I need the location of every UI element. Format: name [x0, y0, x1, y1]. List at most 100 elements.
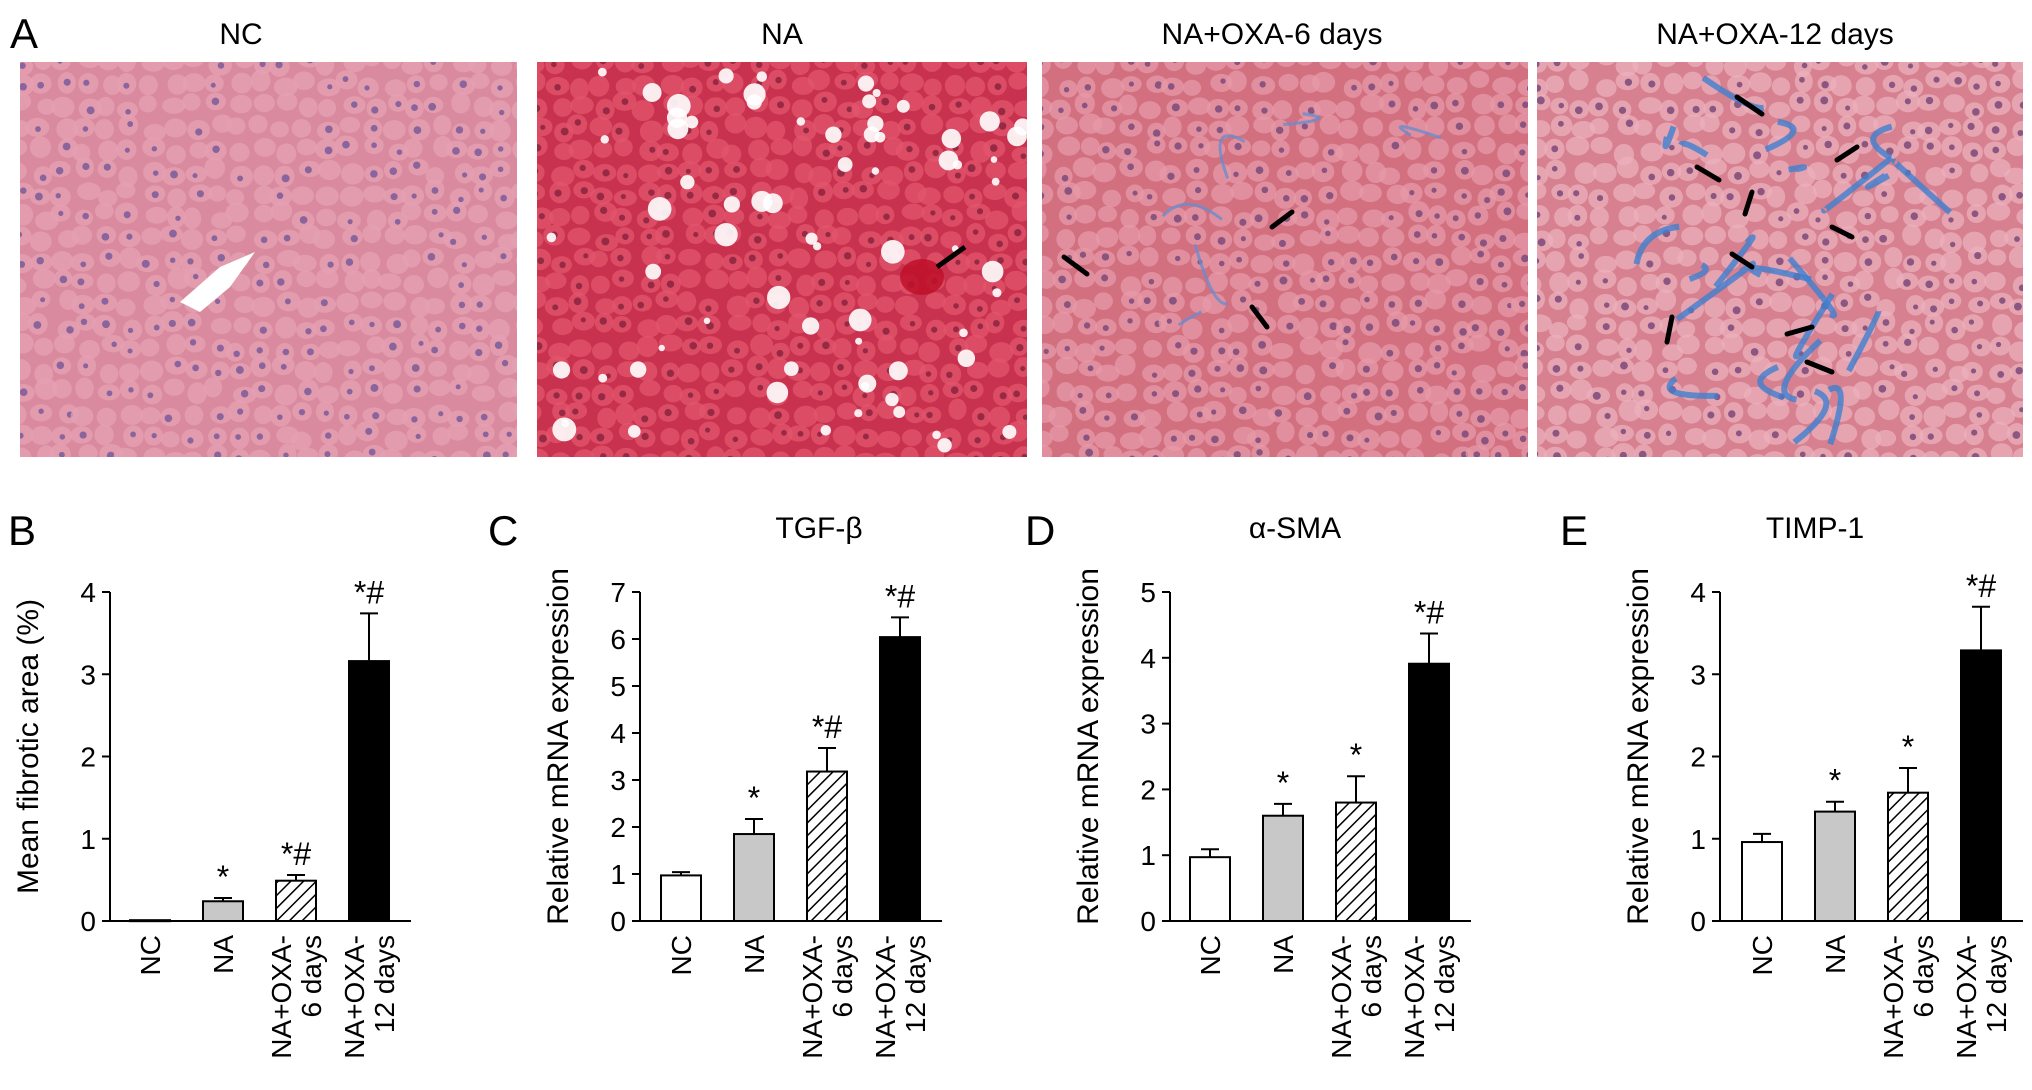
x-tick-label: NA+OXA-: [870, 935, 901, 1059]
lipid-droplet: [812, 242, 822, 251]
x-tick-label: NA+OXA-: [1878, 935, 1909, 1059]
y-tick-label: 4: [610, 718, 626, 749]
y-tick-label: 3: [610, 765, 626, 796]
hemorrhage: [900, 259, 944, 295]
collagen-fiber: [1161, 202, 1223, 221]
bar: [1814, 810, 1856, 922]
x-tick-label: NA+OXA-: [1326, 935, 1357, 1059]
lipid-droplet: [848, 308, 872, 332]
bar: [660, 874, 702, 922]
collagen-fiber: [1864, 172, 1891, 190]
y-tick-label: 7: [610, 577, 626, 608]
arrow-marker: [935, 244, 967, 270]
lipid-droplet: [783, 361, 799, 377]
lipid-droplet: [837, 157, 853, 172]
collagen-fiber: [1748, 265, 1812, 283]
y-tick-label: 2: [80, 742, 96, 773]
significance-marker: *#: [1966, 568, 1996, 604]
collagen-fiber: [1218, 134, 1246, 179]
central-vein: [180, 252, 255, 312]
y-tick-label: 4: [1140, 643, 1156, 674]
lipid-droplet: [714, 223, 738, 247]
y-axis-label: Relative mRNA expression: [542, 568, 575, 925]
lipid-droplet: [893, 406, 906, 419]
collagen-fiber: [1193, 243, 1229, 306]
x-tick-label: NA: [739, 935, 770, 974]
y-tick-label: 3: [1140, 709, 1156, 740]
collagen-fiber: [1870, 123, 1893, 161]
collagen-fiber: [1398, 125, 1442, 140]
lipid-droplet: [874, 131, 886, 143]
arrow-marker: [1061, 254, 1090, 277]
lipid-droplet: [854, 409, 863, 418]
lipid-droplet: [952, 160, 963, 170]
x-tick-label: 6 days: [1908, 935, 1939, 1018]
chart-c: C TGF-β Relative mRNA expression 0 1 2 3 4 5 6 7 NC…: [488, 507, 942, 1059]
panel-letter: B: [8, 507, 36, 554]
lipid-droplet: [546, 232, 557, 243]
lipid-droplet: [932, 430, 941, 440]
panel-letter: C: [488, 507, 518, 554]
significance-marker: *#: [1414, 594, 1444, 630]
bar: [1408, 662, 1450, 922]
x-tick-label: 6 days: [1356, 935, 1387, 1018]
arrow-marker: [1694, 164, 1722, 183]
x-tick-label: NA: [1820, 935, 1851, 974]
bar: [275, 879, 317, 923]
y-axis-label: Relative mRNA expression: [1622, 568, 1655, 925]
arrow-marker: [1269, 209, 1295, 230]
lipid-droplet: [552, 417, 577, 442]
y-axis-label: Relative mRNA expression: [1072, 568, 1105, 925]
lipid-droplet: [981, 260, 1004, 283]
bar: [202, 900, 244, 923]
bar: [1335, 801, 1377, 922]
lipid-droplet: [867, 115, 884, 132]
arrow-marker: [1249, 304, 1270, 330]
collagen-fiber: [1781, 338, 1823, 403]
y-tick-label: 1: [610, 859, 626, 890]
x-tick-label: 6 days: [296, 935, 327, 1018]
lipid-droplet: [860, 381, 870, 391]
lipid-droplet: [957, 349, 976, 368]
x-tick-label: 12 days: [1981, 935, 2012, 1033]
significance-marker: *: [1829, 763, 1841, 799]
significance-marker: *#: [885, 578, 915, 614]
lipid-droplet: [990, 156, 998, 163]
panel-letter: D: [1025, 507, 1055, 554]
lipid-droplet: [597, 67, 607, 77]
significance-marker: *#: [812, 709, 842, 745]
x-tick-label: 12 days: [900, 935, 931, 1033]
x-tick-label: NA+OXA-: [1399, 935, 1430, 1059]
lipid-droplet: [896, 99, 910, 113]
x-tick-label: 12 days: [1429, 935, 1460, 1033]
significance-marker: *: [1277, 765, 1289, 801]
bar: [348, 660, 390, 923]
lipid-droplet: [880, 239, 905, 264]
bar: [129, 919, 171, 923]
lipid-droplet: [703, 317, 711, 325]
chart-title: TIMP-1: [1766, 512, 1864, 545]
lipid-droplet: [642, 82, 662, 102]
collagen-fiber: [1792, 388, 1830, 445]
collagen-fiber: [1633, 223, 1680, 265]
chart-title: α-SMA: [1249, 512, 1341, 545]
lipid-droplet: [552, 361, 571, 379]
arrow-marker: [1804, 359, 1835, 375]
lipid-droplet: [647, 197, 672, 221]
collagen-fiber: [1764, 118, 1797, 153]
significance-marker: *#: [281, 836, 311, 872]
lipid-droplet: [937, 438, 952, 453]
y-tick-label: 4: [80, 577, 96, 608]
y-axis-label: Mean fibrotic area (%): [12, 599, 45, 894]
lipid-droplet: [796, 117, 806, 126]
lipid-droplet: [600, 135, 609, 144]
significance-marker: *#: [354, 574, 384, 610]
bar: [733, 833, 775, 922]
lipid-droplet: [862, 94, 877, 109]
y-tick-label: 1: [80, 824, 96, 855]
lipid-droplet: [627, 425, 641, 438]
bar: [1887, 791, 1929, 922]
lipid-droplet: [872, 88, 881, 98]
x-tick-label: NC: [1195, 935, 1226, 975]
lipid-droplet: [598, 373, 608, 383]
